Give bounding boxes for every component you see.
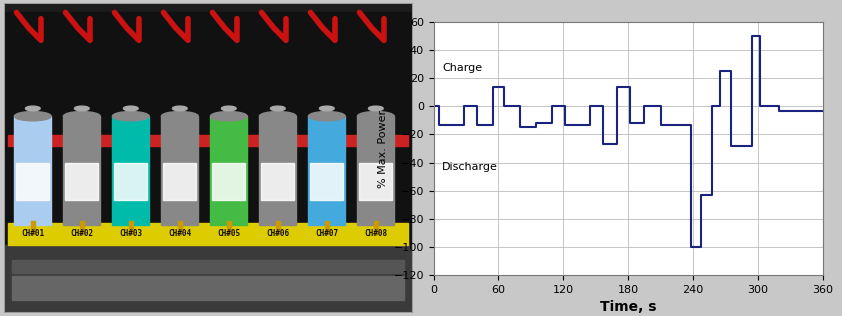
Bar bbox=[4, 245, 413, 313]
Text: CH#02: CH#02 bbox=[70, 229, 93, 238]
Text: CH#06: CH#06 bbox=[266, 229, 290, 238]
Ellipse shape bbox=[14, 112, 51, 121]
Bar bbox=[308, 116, 345, 225]
Bar bbox=[66, 163, 99, 200]
Text: CH#05: CH#05 bbox=[217, 229, 240, 238]
Bar bbox=[212, 163, 245, 200]
Y-axis label: % Max. Power: % Max. Power bbox=[378, 109, 388, 188]
Bar bbox=[8, 223, 408, 245]
Bar bbox=[14, 116, 51, 225]
Bar bbox=[13, 276, 404, 301]
Bar bbox=[259, 116, 296, 225]
Bar bbox=[210, 116, 248, 225]
Ellipse shape bbox=[369, 106, 383, 111]
Ellipse shape bbox=[358, 112, 394, 121]
Text: CH#03: CH#03 bbox=[120, 229, 142, 238]
Ellipse shape bbox=[162, 112, 198, 121]
Ellipse shape bbox=[63, 112, 100, 121]
Text: CH#01: CH#01 bbox=[21, 229, 45, 238]
Bar bbox=[276, 222, 280, 234]
Ellipse shape bbox=[270, 106, 285, 111]
Bar bbox=[63, 116, 100, 225]
Ellipse shape bbox=[210, 112, 248, 121]
X-axis label: Time, s: Time, s bbox=[600, 300, 657, 314]
Text: Charge: Charge bbox=[442, 64, 482, 73]
Bar bbox=[358, 116, 394, 225]
Bar bbox=[178, 222, 182, 234]
Ellipse shape bbox=[25, 106, 40, 111]
Bar bbox=[8, 135, 408, 146]
Bar bbox=[311, 163, 344, 200]
Bar bbox=[31, 222, 35, 234]
Ellipse shape bbox=[259, 112, 296, 121]
Bar bbox=[163, 163, 196, 200]
Ellipse shape bbox=[124, 106, 138, 111]
Text: CH#04: CH#04 bbox=[168, 229, 191, 238]
Bar bbox=[80, 222, 84, 234]
Bar bbox=[17, 163, 49, 200]
Bar bbox=[374, 222, 378, 234]
Text: Discharge: Discharge bbox=[442, 162, 498, 172]
Bar bbox=[13, 260, 404, 273]
Bar bbox=[129, 222, 133, 234]
Bar bbox=[325, 222, 329, 234]
Bar bbox=[113, 116, 149, 225]
Ellipse shape bbox=[74, 106, 89, 111]
Bar bbox=[262, 163, 294, 200]
Bar bbox=[4, 12, 413, 266]
Ellipse shape bbox=[221, 106, 236, 111]
Bar bbox=[162, 116, 198, 225]
Text: CH#08: CH#08 bbox=[365, 229, 387, 238]
Ellipse shape bbox=[308, 112, 345, 121]
Bar bbox=[360, 163, 392, 200]
Ellipse shape bbox=[113, 112, 149, 121]
Bar bbox=[226, 222, 231, 234]
Ellipse shape bbox=[319, 106, 334, 111]
Text: CH#07: CH#07 bbox=[315, 229, 338, 238]
Ellipse shape bbox=[173, 106, 187, 111]
Bar bbox=[115, 163, 147, 200]
